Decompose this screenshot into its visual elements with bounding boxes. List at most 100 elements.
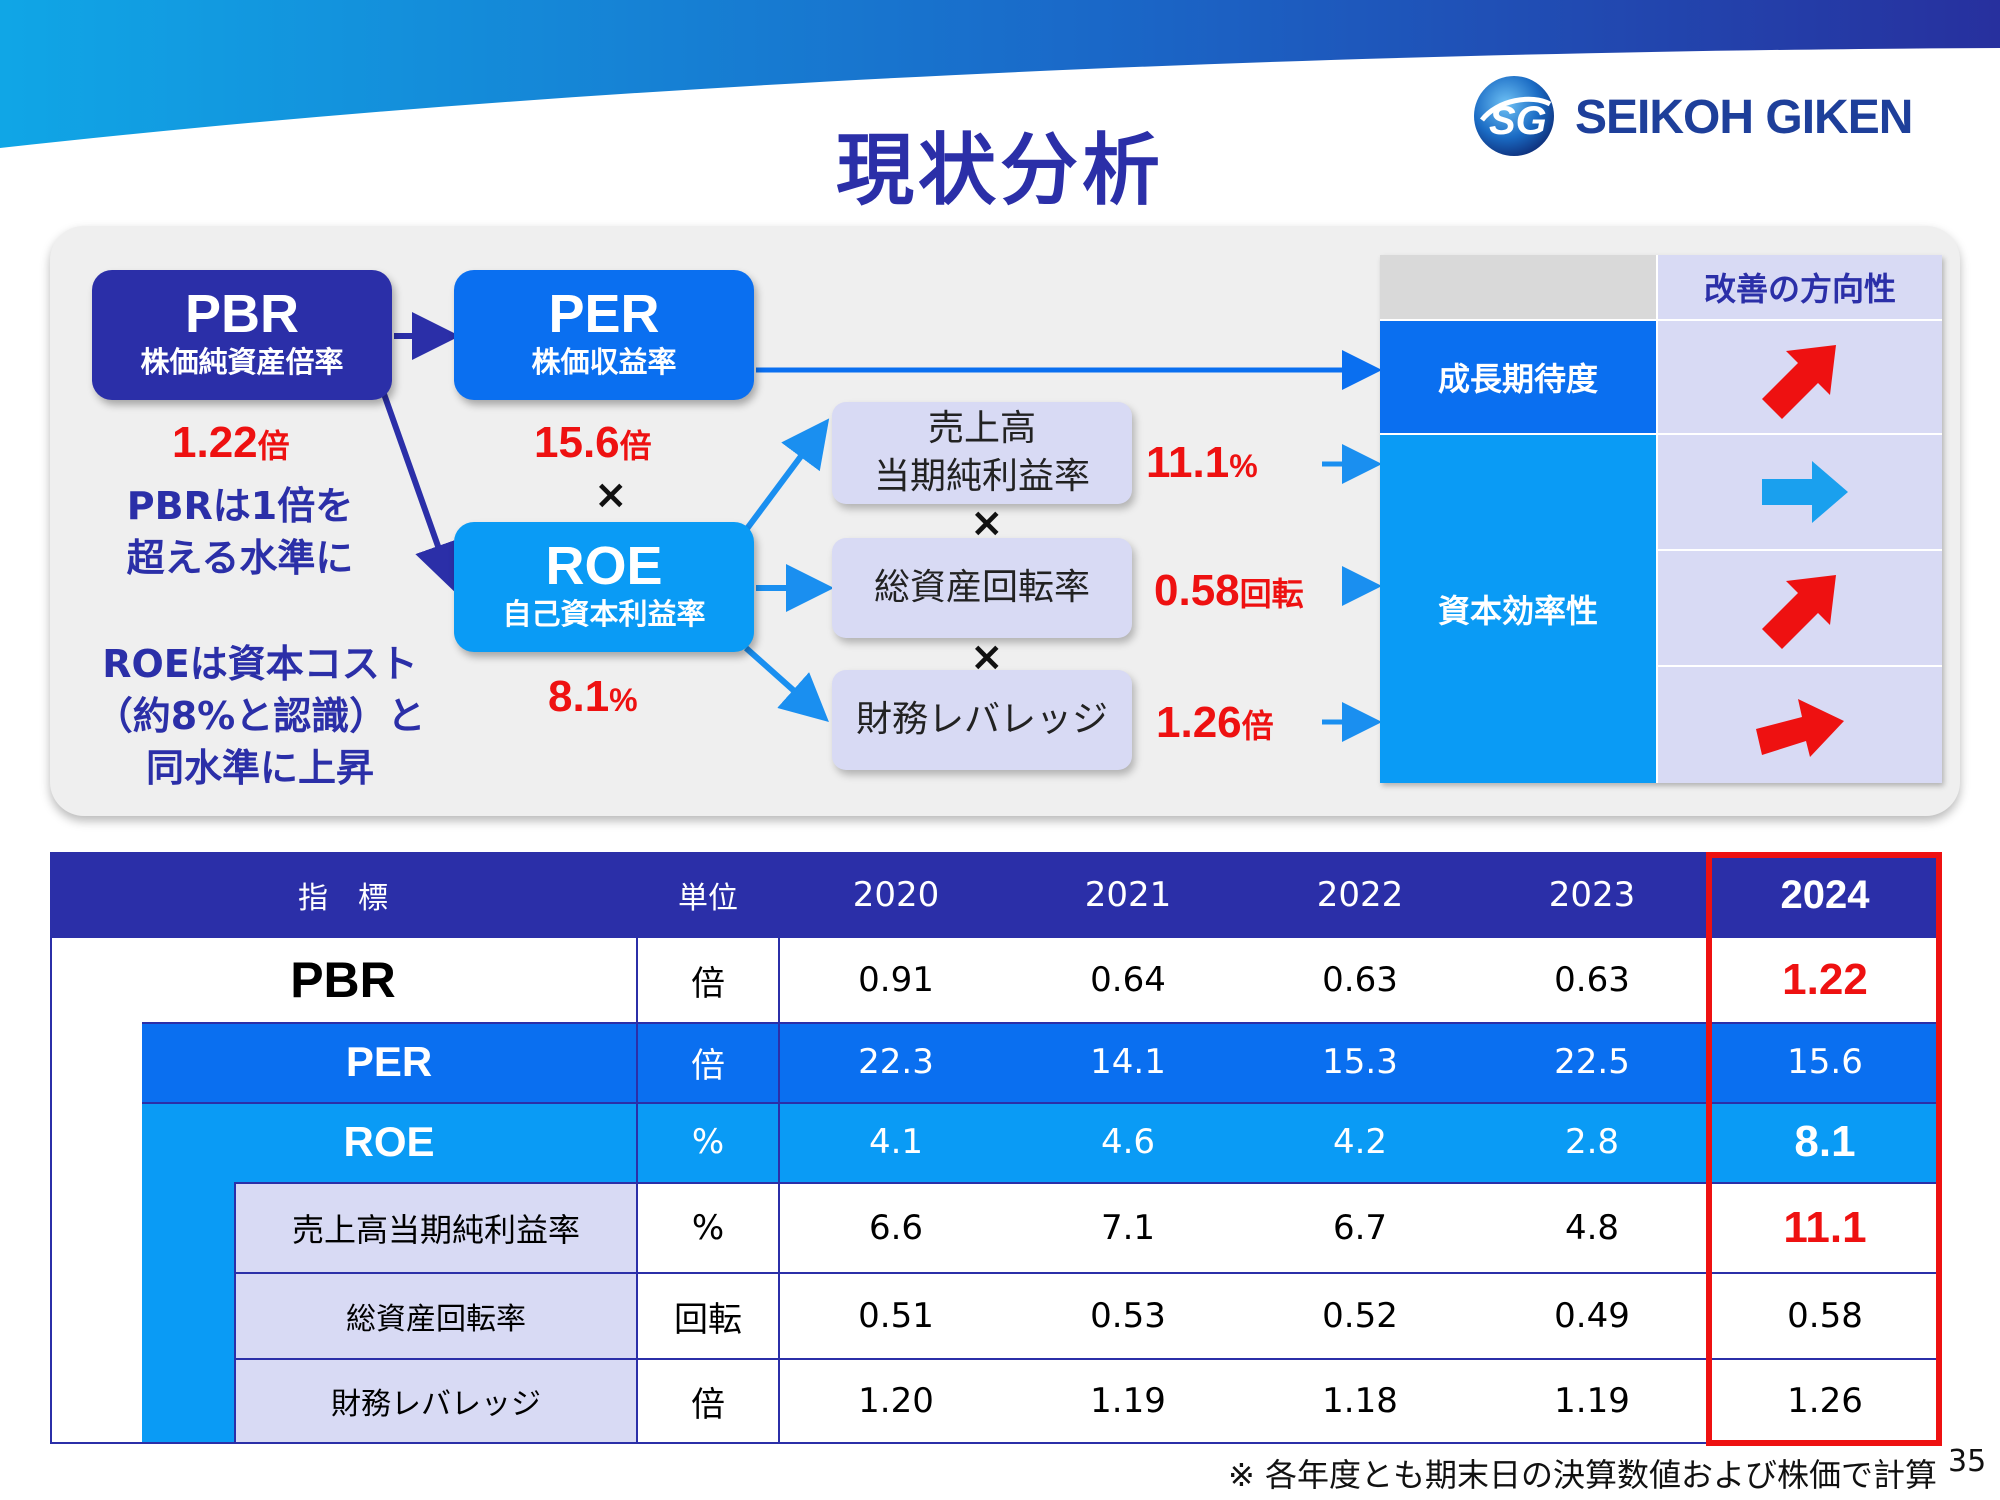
direction-grid: 改善の方向性 成長期待度 資本効率性 xyxy=(1380,255,1942,783)
factor-leverage-label: 財務レバレッジ xyxy=(855,699,1108,740)
table-row-leverage-unit: 倍 xyxy=(636,1358,780,1442)
growth-label-cell: 成長期待度 xyxy=(1380,321,1656,433)
leverage-slight-up-right-arrow-icon xyxy=(1756,699,1844,757)
pbr-note-line2: 超える水準に xyxy=(126,536,354,580)
asset-turnover-up-right-arrow-icon xyxy=(1762,575,1836,649)
header-year-2023: 2023 xyxy=(1548,875,1636,915)
table-row-leverage-name: 財務レバレッジ xyxy=(234,1358,636,1442)
roe-label: ROE xyxy=(545,536,663,596)
table-row-per-2021: 14.1 xyxy=(1090,1042,1166,1082)
pbr-box: PBR 株価純資産倍率 xyxy=(92,270,392,400)
table-row-per-2023: 22.5 xyxy=(1554,1042,1630,1082)
factor-leverage-value: 1.26倍 xyxy=(1156,698,1274,748)
roe-box: ROE 自己資本利益率 xyxy=(454,522,754,652)
table-row-pbr-name: PBR xyxy=(290,952,396,1008)
table-row-roe-2020: 4.1 xyxy=(868,1122,924,1162)
per-box: PER 株価収益率 xyxy=(454,270,754,400)
table-row-net-margin-2022: 6.7 xyxy=(1244,1182,1476,1272)
footnote: ※ 各年度とも期末日の決算数値および株価で計算 xyxy=(1228,1456,1937,1494)
direction-grid-corner xyxy=(1380,255,1656,319)
year-2024-highlight xyxy=(1706,852,1942,1446)
table-row-roe-unit: % xyxy=(636,1102,780,1182)
table-row-asset-turnover-2020: 0.51 xyxy=(780,1272,1012,1358)
table-row-asset-turnover-2024: 0.58 xyxy=(1708,1272,1942,1358)
per-sublabel: 株価収益率 xyxy=(531,345,677,379)
times-sign-per-roe: × xyxy=(594,472,628,518)
table-row-leverage-2024: 1.26 xyxy=(1708,1358,1942,1442)
table-row-net-margin-unit: % xyxy=(636,1182,780,1272)
table-row-net-margin-2021: 7.1 xyxy=(1012,1182,1244,1272)
roe-note-line1: ROEは資本コスト xyxy=(102,642,418,686)
roe-note-line2: （約8%と認識）と xyxy=(94,694,426,738)
table-header-row xyxy=(50,852,1942,938)
page-number: 35 xyxy=(1948,1444,1987,1479)
factor-asset-turnover-label: 総資産回転率 xyxy=(873,567,1090,608)
company-logo-icon: SG xyxy=(1474,76,1554,156)
table-row-pbr-2021: 0.64 xyxy=(1090,960,1166,1000)
table-row-asset-turnover-unit: 回転 xyxy=(636,1272,780,1358)
roe-note-line3: 同水準に上昇 xyxy=(145,746,374,790)
table-row-pbr-2022: 0.63 xyxy=(1322,960,1398,1000)
table-row-per-bg xyxy=(142,1022,1942,1102)
header-year-2022: 2022 xyxy=(1316,875,1404,915)
table-row-per-2020: 22.3 xyxy=(858,1042,934,1082)
pbr-note-line1: PBRは1倍を xyxy=(126,484,354,528)
per-value-number: 15.6 xyxy=(534,418,620,467)
factor-leverage-box: 財務レバレッジ xyxy=(832,670,1132,770)
roe-value: 8.1% xyxy=(548,672,638,722)
pbr-value-unit: 倍 xyxy=(257,428,290,464)
factor-asset-turnover-unit: 回転 xyxy=(1239,576,1304,612)
table-row-per-name: PER xyxy=(345,1038,433,1085)
roe-value-unit: % xyxy=(609,682,638,718)
factor-net-margin-box: 売上高 当期純利益率 xyxy=(832,402,1132,504)
factor-net-margin-value: 11.1% xyxy=(1146,438,1258,488)
efficiency-label-cell: 資本効率性 xyxy=(1380,435,1656,783)
roe-value-number: 8.1 xyxy=(548,672,610,721)
table-row-roe-2022: 4.2 xyxy=(1332,1122,1388,1162)
per-value: 15.6倍 xyxy=(534,418,652,468)
factor-net-margin-line1: 売上高 xyxy=(927,408,1036,449)
svg-text:SG: SG xyxy=(1489,99,1547,143)
direction-header: 改善の方向性 xyxy=(1658,255,1942,319)
header-year-2021: 2021 xyxy=(1084,875,1172,915)
table-row-asset-turnover-2021: 0.53 xyxy=(1012,1272,1244,1358)
header-unit: 単位 xyxy=(678,881,738,916)
table-row-roe-bg xyxy=(142,1102,1942,1182)
factor-leverage-number: 1.26 xyxy=(1156,698,1242,747)
header-year-2024: 2024 xyxy=(1780,872,1870,917)
table-row-asset-turnover-2022: 0.52 xyxy=(1244,1272,1476,1358)
roe-note: ROEは資本コスト （約8%と認識）と 同水準に上昇 xyxy=(80,638,440,794)
pbr-value-number: 1.22 xyxy=(172,418,258,467)
table-row-asset-turnover-2023: 0.49 xyxy=(1476,1272,1708,1358)
per-value-unit: 倍 xyxy=(619,428,652,464)
table-row-roe-2023: 2.8 xyxy=(1564,1122,1620,1162)
factor-net-margin-number: 11.1 xyxy=(1146,438,1230,487)
table-row-pbr-2020: 0.91 xyxy=(858,960,934,1000)
table-row-net-margin-2023: 4.8 xyxy=(1476,1182,1708,1272)
header-year-2020: 2020 xyxy=(852,875,940,915)
header-band xyxy=(0,0,2000,148)
pbr-sublabel: 株価純資産倍率 xyxy=(140,345,344,379)
page-title: 現状分析 xyxy=(835,126,1164,216)
table-row-per-2022: 15.3 xyxy=(1322,1042,1398,1082)
factor-asset-turnover-value: 0.58回転 xyxy=(1154,566,1304,616)
table-row-roe-2024: 8.1 xyxy=(1794,1117,1856,1166)
company-logo-text: SEIKOH GIKEN xyxy=(1575,91,1913,144)
table-row-asset-turnover-name: 総資産回転率 xyxy=(234,1272,636,1358)
factor-asset-turnover-number: 0.58 xyxy=(1154,566,1240,615)
indicator-table: 指 標 単位 2020 2021 2022 2023 2024 PBR 倍 0.… xyxy=(50,852,1942,1446)
table-row-per-2024: 15.6 xyxy=(1787,1042,1863,1082)
table-row-leverage-2022: 1.18 xyxy=(1244,1358,1476,1442)
table-row-pbr-2023: 0.63 xyxy=(1554,960,1630,1000)
table-row-roe-name: ROE xyxy=(343,1118,435,1165)
pbr-note: PBRは1倍を 超える水準に xyxy=(90,480,390,584)
pbr-label: PBR xyxy=(184,284,299,344)
table-row-roe-2021: 4.6 xyxy=(1100,1122,1156,1162)
growth-up-right-arrow-icon xyxy=(1762,345,1836,419)
table-row-leverage-2021: 1.19 xyxy=(1012,1358,1244,1442)
net-margin-right-arrow-icon xyxy=(1762,461,1848,523)
table-row-pbr-unit: 倍 xyxy=(636,938,780,1022)
table-row-net-margin-2024: 11.1 xyxy=(1708,1182,1942,1272)
table-row-leverage-2023: 1.19 xyxy=(1476,1358,1708,1442)
